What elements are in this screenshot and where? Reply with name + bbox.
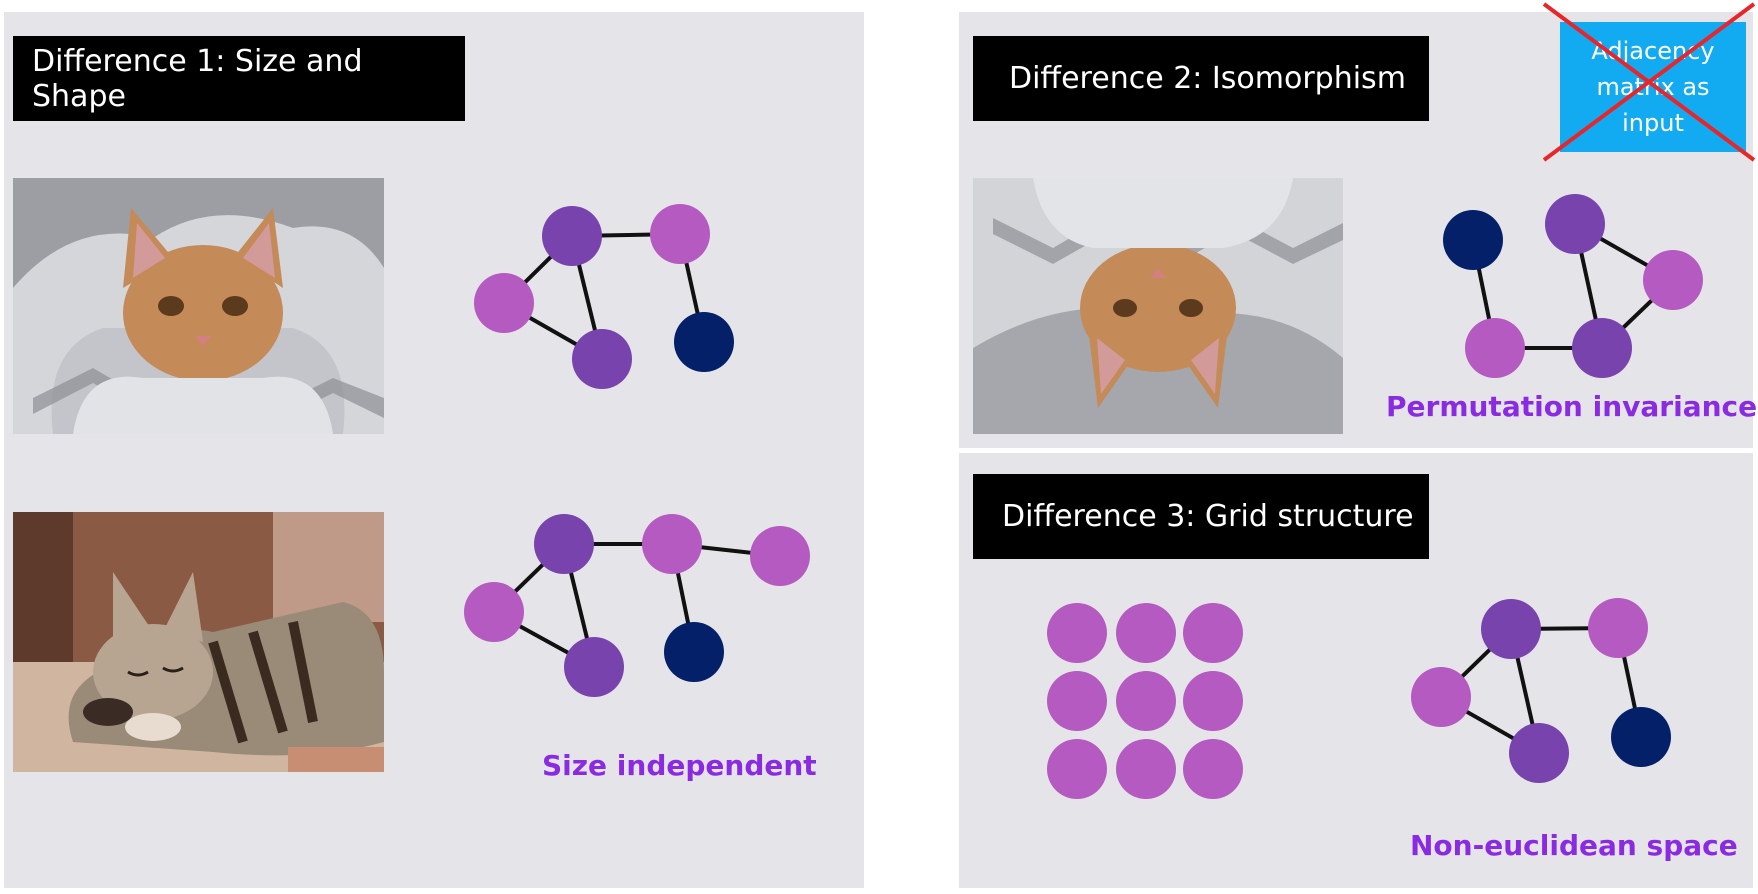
graph-node	[750, 526, 810, 586]
graph-node	[464, 582, 524, 642]
graph-large	[464, 514, 810, 697]
graph-node	[674, 312, 734, 372]
panel-grid-structure: Difference 3: Grid structure Non-euclide	[959, 453, 1753, 888]
grid-node	[1116, 603, 1176, 663]
upside-down-cat-photo	[973, 178, 1343, 434]
panel-isomorphism: Difference 2: Isomorphism	[959, 12, 1757, 448]
badge-line-1: Adjacency	[1591, 37, 1715, 65]
grid-node	[1116, 671, 1176, 731]
grid-node	[1116, 739, 1176, 799]
grid-node	[1047, 739, 1107, 799]
graph-node	[1411, 667, 1471, 727]
graph-node	[1643, 250, 1703, 310]
panel-title: Difference 2: Isomorphism	[973, 36, 1429, 121]
graph-node	[1481, 599, 1541, 659]
panel-size-and-shape: Difference 1: Size and Shape	[4, 12, 864, 888]
grid-node	[1183, 603, 1243, 663]
graph-node	[1465, 318, 1525, 378]
graph-node	[534, 514, 594, 574]
panel-title: Difference 1: Size and Shape	[13, 36, 465, 121]
grid-node	[1183, 671, 1243, 731]
sleeping-kitten-photo	[13, 512, 384, 772]
graph-node	[1611, 707, 1671, 767]
graph-node	[1588, 598, 1648, 658]
graph-node	[664, 622, 724, 682]
graph-node	[542, 206, 602, 266]
graph-node	[1509, 723, 1569, 783]
graph-node	[1545, 194, 1605, 254]
adjacency-matrix-badge: Adjacency matrix as input	[1560, 22, 1746, 152]
graph-node	[650, 204, 710, 264]
grid-node	[1047, 603, 1107, 663]
panel-title: Difference 3: Grid structure	[973, 474, 1429, 559]
caption-permutation-invariance: Permutation invariance	[1386, 390, 1758, 423]
badge-line-3: input	[1622, 109, 1684, 137]
grid-node	[1047, 671, 1107, 731]
grid-nodes	[1047, 603, 1243, 799]
badge-line-2: matrix as	[1596, 73, 1710, 101]
grid-node	[1183, 739, 1243, 799]
graph-node	[642, 514, 702, 574]
cat-under-blanket-photo	[13, 178, 384, 434]
graph-node	[572, 329, 632, 389]
graph-node	[1572, 318, 1632, 378]
graph-small	[474, 204, 734, 389]
graph-permuted	[1443, 194, 1703, 378]
graph-node	[1443, 210, 1503, 270]
graph-non-euclidean	[1411, 598, 1671, 783]
caption-non-euclidean-space: Non-euclidean space	[1410, 829, 1738, 862]
graph-node	[474, 273, 534, 333]
graph-node	[564, 637, 624, 697]
caption-size-independent: Size independent	[542, 749, 817, 782]
